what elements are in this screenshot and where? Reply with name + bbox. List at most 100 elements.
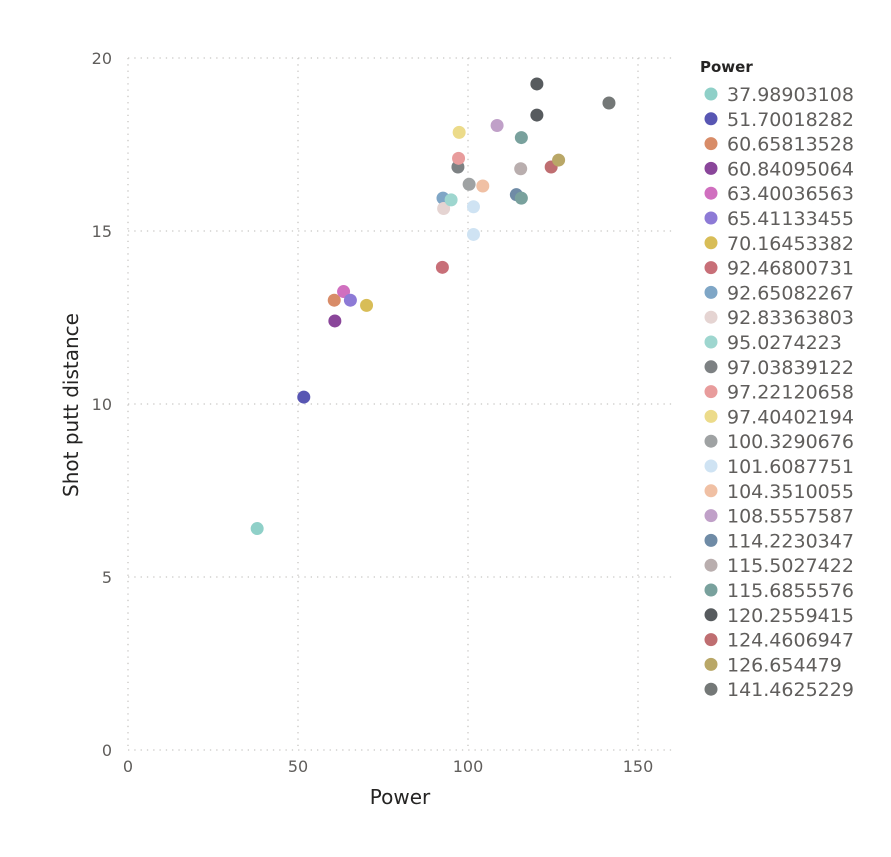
legend-label: 70.16453382 — [727, 233, 854, 255]
legend-marker — [704, 633, 718, 647]
data-point[interactable] — [476, 179, 490, 193]
legend-item[interactable]: 115.6855576 — [704, 580, 854, 602]
legend: Power 37.9890310851.7001828260.658135286… — [700, 58, 854, 701]
legend-label: 97.22120658 — [727, 382, 854, 404]
data-point[interactable] — [462, 177, 476, 191]
legend-label: 141.4625229 — [727, 679, 854, 701]
data-point[interactable] — [514, 131, 528, 145]
data-point[interactable] — [466, 227, 480, 241]
legend-marker — [704, 409, 718, 423]
legend-label: 63.40036563 — [727, 183, 854, 205]
data-point[interactable] — [466, 200, 480, 214]
legend-marker — [704, 558, 718, 572]
legend-label: 65.41133455 — [727, 208, 854, 230]
legend-label: 104.3510055 — [727, 481, 854, 503]
legend-item[interactable]: 97.40402194 — [704, 406, 854, 428]
legend-item[interactable]: 114.2230347 — [704, 530, 854, 552]
data-point[interactable] — [437, 202, 451, 216]
data-point[interactable] — [530, 108, 544, 122]
legend-label: 101.6087751 — [727, 456, 854, 478]
legend-item[interactable]: 120.2559415 — [704, 605, 854, 627]
legend-label: 60.65813528 — [727, 134, 854, 156]
legend-item[interactable]: 63.40036563 — [704, 183, 854, 205]
legend-marker — [704, 509, 718, 523]
legend-label: 92.65082267 — [727, 282, 854, 304]
x-tick-label: 100 — [453, 757, 484, 776]
data-point[interactable] — [444, 193, 458, 207]
legend-label: 100.3290676 — [727, 431, 854, 453]
y-tick-label: 0 — [102, 741, 112, 760]
legend-item[interactable]: 92.46800731 — [704, 258, 854, 280]
legend-item[interactable]: 51.70018282 — [704, 109, 854, 131]
data-point[interactable] — [530, 77, 544, 91]
legend-item[interactable]: 108.5557587 — [704, 506, 854, 528]
legend-item[interactable]: 95.0274223 — [704, 332, 842, 354]
data-point[interactable] — [360, 298, 374, 312]
data-point[interactable] — [435, 260, 449, 274]
data-point[interactable] — [250, 522, 264, 536]
y-tick-label: 20 — [92, 49, 112, 68]
plot-area — [250, 77, 616, 536]
legend-label: 95.0274223 — [727, 332, 842, 354]
legend-item[interactable]: 101.6087751 — [704, 456, 854, 478]
legend-item[interactable]: 92.65082267 — [704, 282, 854, 304]
legend-item[interactable]: 37.98903108 — [704, 84, 854, 106]
grid — [127, 57, 672, 751]
legend-marker — [704, 112, 718, 126]
legend-item[interactable]: 65.41133455 — [704, 208, 854, 230]
legend-label: 115.5027422 — [727, 555, 854, 577]
legend-item[interactable]: 124.4606947 — [704, 630, 854, 652]
legend-label: 108.5557587 — [727, 506, 854, 528]
x-axis: 0 50 100 150 — [123, 757, 653, 776]
legend-item[interactable]: 100.3290676 — [704, 431, 854, 453]
legend-label: 92.83363803 — [727, 307, 854, 329]
legend-item[interactable]: 60.65813528 — [704, 134, 854, 156]
legend-marker — [704, 137, 718, 151]
legend-marker — [704, 385, 718, 399]
legend-item[interactable]: 97.22120658 — [704, 382, 854, 404]
legend-item[interactable]: 70.16453382 — [704, 233, 854, 255]
legend-item[interactable]: 141.4625229 — [704, 679, 854, 701]
legend-label: 37.98903108 — [727, 84, 854, 106]
legend-marker — [704, 335, 718, 349]
y-axis: 0 5 10 15 20 — [92, 49, 112, 760]
data-point[interactable] — [297, 390, 311, 404]
legend-marker — [704, 459, 718, 473]
data-point[interactable] — [452, 151, 466, 165]
data-point[interactable] — [514, 191, 528, 205]
data-point[interactable] — [514, 162, 528, 176]
legend-title: Power — [700, 58, 753, 76]
legend-marker — [704, 161, 718, 175]
legend-label: 114.2230347 — [727, 530, 854, 552]
data-point[interactable] — [552, 153, 566, 167]
legend-label: 115.6855576 — [727, 580, 854, 602]
data-point[interactable] — [327, 293, 341, 307]
y-axis-title: Shot putt distance — [59, 313, 83, 497]
legend-marker — [704, 533, 718, 547]
legend-item[interactable]: 104.3510055 — [704, 481, 854, 503]
data-point[interactable] — [490, 118, 504, 132]
legend-marker — [704, 484, 718, 498]
y-tick-label: 5 — [102, 568, 112, 587]
legend-label: 97.03839122 — [727, 357, 854, 379]
legend-item[interactable]: 92.83363803 — [704, 307, 854, 329]
x-tick-label: 150 — [623, 757, 654, 776]
legend-label: 97.40402194 — [727, 406, 854, 428]
legend-item[interactable]: 115.5027422 — [704, 555, 854, 577]
legend-item[interactable]: 97.03839122 — [704, 357, 854, 379]
data-point[interactable] — [602, 96, 616, 110]
data-point[interactable] — [343, 293, 357, 307]
legend-marker — [704, 285, 718, 299]
legend-item[interactable]: 126.654479 — [704, 654, 842, 676]
legend-marker — [704, 657, 718, 671]
legend-label: 124.4606947 — [727, 630, 854, 652]
legend-label: 92.46800731 — [727, 258, 854, 280]
legend-marker — [704, 87, 718, 101]
legend-marker — [704, 310, 718, 324]
legend-label: 60.84095064 — [727, 158, 854, 180]
data-point[interactable] — [328, 314, 342, 328]
legend-item[interactable]: 60.84095064 — [704, 158, 854, 180]
legend-marker — [704, 682, 718, 696]
legend-marker — [704, 434, 718, 448]
data-point[interactable] — [452, 125, 466, 139]
